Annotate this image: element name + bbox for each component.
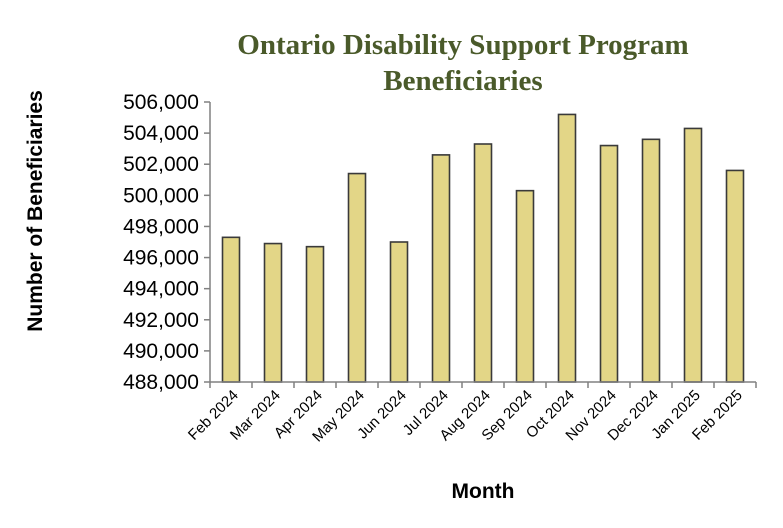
- y-axis-label: Number of Beneficiaries: [24, 90, 47, 332]
- bar-feb-2024: [221, 236, 241, 383]
- bar-mar-2024: [263, 242, 283, 383]
- y-tick-label: 488,000: [123, 371, 199, 394]
- bar-nov-2024: [599, 144, 619, 383]
- y-tick-label: 492,000: [123, 309, 199, 332]
- y-tick-label: 490,000: [123, 340, 199, 363]
- y-tick-label: 502,000: [123, 153, 199, 176]
- bar-jan-2025: [683, 127, 703, 383]
- bars: [221, 113, 745, 383]
- y-axis-ticks: 488,000 490,000 492,000 494,000 496,000 498,0…: [123, 91, 210, 394]
- y-tick-label: 504,000: [123, 122, 199, 145]
- bar-apr-2024: [305, 245, 325, 383]
- y-tick-label: 494,000: [123, 278, 199, 301]
- bar-jun-2024: [389, 241, 409, 383]
- chart-title-line-1: Ontario Disability Support Program: [237, 29, 688, 61]
- bar-oct-2024: [557, 113, 577, 383]
- y-tick-label: 500,000: [123, 184, 199, 207]
- x-axis-label: Month: [452, 480, 515, 503]
- bar-jul-2024: [431, 154, 451, 383]
- bar-feb-2025: [725, 169, 745, 383]
- y-tick-label: 506,000: [123, 91, 199, 114]
- bar-dec-2024: [641, 138, 661, 383]
- bar-sep-2024: [515, 189, 535, 383]
- bar-may-2024: [347, 172, 367, 383]
- chart-title-line-2: Beneficiaries: [383, 65, 542, 97]
- bar-aug-2024: [473, 143, 493, 383]
- y-tick-label: 496,000: [123, 247, 199, 270]
- y-tick-label: 498,000: [123, 215, 199, 238]
